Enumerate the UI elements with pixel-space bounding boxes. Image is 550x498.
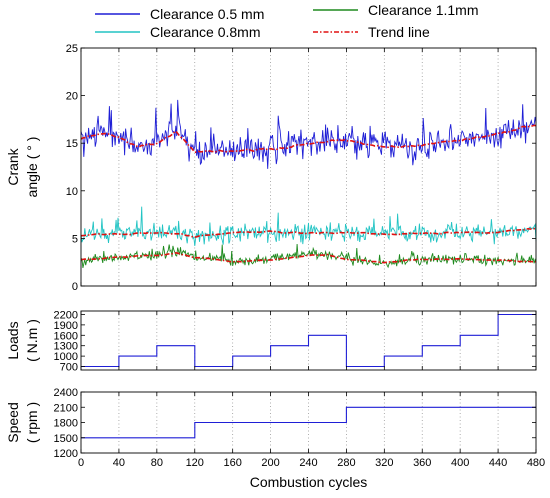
y-axis-label: Speed [5, 402, 21, 442]
x-tick-label: 80 [151, 457, 163, 469]
legend-label: Trend line [368, 24, 430, 40]
y-axis-label: ( rpm ) [24, 402, 40, 443]
x-tick-label: 240 [299, 457, 317, 469]
legend-label: Clearance 0.5 mm [150, 6, 264, 22]
x-tick-label: 320 [375, 457, 393, 469]
series-line-clearance-0-5-mm [80, 99, 537, 169]
x-tick-label: 440 [489, 457, 507, 469]
x-tick-label: 120 [186, 457, 204, 469]
y-tick-label: 2100 [54, 402, 78, 414]
y-tick-label: 2200 [54, 309, 78, 321]
y-tick-label: 0 [72, 281, 78, 293]
trend-line-0 [80, 124, 537, 153]
y-axis-label: Crank [5, 147, 21, 185]
y-tick-label: 1800 [54, 418, 78, 430]
y-tick-label: 1300 [54, 341, 78, 353]
y-tick-label: 20 [66, 91, 78, 103]
y-tick-label: 1000 [54, 351, 78, 363]
x-tick-label: 0 [78, 457, 84, 469]
y-axis-label: angle ( ° ) [24, 137, 40, 198]
x-tick-label: 160 [223, 457, 241, 469]
y-tick-label: 1500 [54, 433, 78, 445]
y-tick-label: 1600 [54, 330, 78, 342]
legend: Clearance 0.5 mm Clearance 1.1mm Clearance… [95, 2, 479, 40]
y-axis-label: ( N.m ) [24, 319, 40, 362]
series-line-clearance-0-8mm [80, 206, 537, 247]
y-tick-label: 1200 [54, 448, 78, 460]
y-tick-label: 10 [66, 186, 78, 198]
y-tick-label: 15 [66, 138, 78, 150]
y-tick-label: 5 [72, 233, 78, 245]
speed-panel: 1200 1500 1800 2100 2400 0 40 80 120 160 200 240 280… [5, 387, 545, 469]
y-tick-label: 1900 [54, 320, 78, 332]
legend-label: Clearance 1.1mm [368, 2, 479, 18]
crank-angle-panel: 0 5 10 15 20 25 Crank angle ( ° ) [5, 43, 537, 293]
x-tick-label: 360 [413, 457, 431, 469]
series-line-load [81, 313, 536, 368]
trend-line-1 [80, 227, 537, 238]
y-tick-label: 2400 [54, 387, 78, 399]
x-tick-label: 200 [261, 457, 279, 469]
y-tick-label: 700 [60, 362, 78, 374]
x-axis-label: Combustion cycles [250, 474, 368, 490]
x-axis-title-group: Combustion cycles [250, 474, 368, 490]
y-axis-label: Loads [5, 321, 21, 359]
series-line-clearance-1-1mm [80, 243, 537, 269]
x-tick-label: 480 [527, 457, 545, 469]
x-tick-label: 400 [451, 457, 469, 469]
y-tick-label: 25 [66, 43, 78, 55]
legend-label: Clearance 0.8mm [150, 24, 261, 40]
x-tick-label: 40 [113, 457, 125, 469]
series-line-speed [81, 406, 536, 439]
x-tick-label: 280 [337, 457, 355, 469]
trend-line-2 [80, 251, 537, 264]
